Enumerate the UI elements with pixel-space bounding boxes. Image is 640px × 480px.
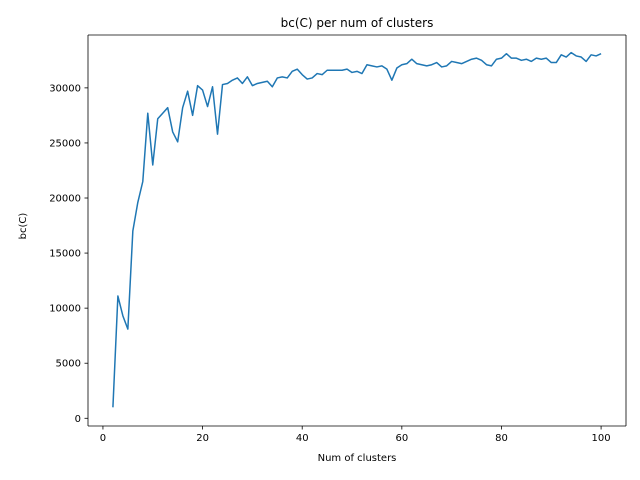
x-tick-label: 40 xyxy=(296,433,309,444)
x-tick-label: 0 xyxy=(100,433,106,444)
x-tick-label: 20 xyxy=(196,433,209,444)
y-tick-label: 30000 xyxy=(49,83,81,94)
x-tick-label: 80 xyxy=(495,433,508,444)
y-tick-label: 20000 xyxy=(49,194,81,205)
y-tick-label: 0 xyxy=(75,414,81,425)
x-tick-label: 60 xyxy=(395,433,408,444)
y-tick-label: 10000 xyxy=(49,304,81,315)
y-axis-label: bc(C) xyxy=(18,213,29,240)
y-tick-label: 25000 xyxy=(49,138,81,149)
plot-area: 0 20 40 60 80 100 0 5000 10000 15000 20000 25000 300… xyxy=(49,34,627,444)
x-axis-label: Num of clusters xyxy=(318,453,397,464)
y-tick-label: 15000 xyxy=(49,249,81,260)
series-line xyxy=(112,51,602,408)
x-tick-label: 100 xyxy=(592,433,611,444)
y-tick-label: 5000 xyxy=(56,359,81,370)
chart-title: bc(C) per num of clusters xyxy=(281,16,434,30)
